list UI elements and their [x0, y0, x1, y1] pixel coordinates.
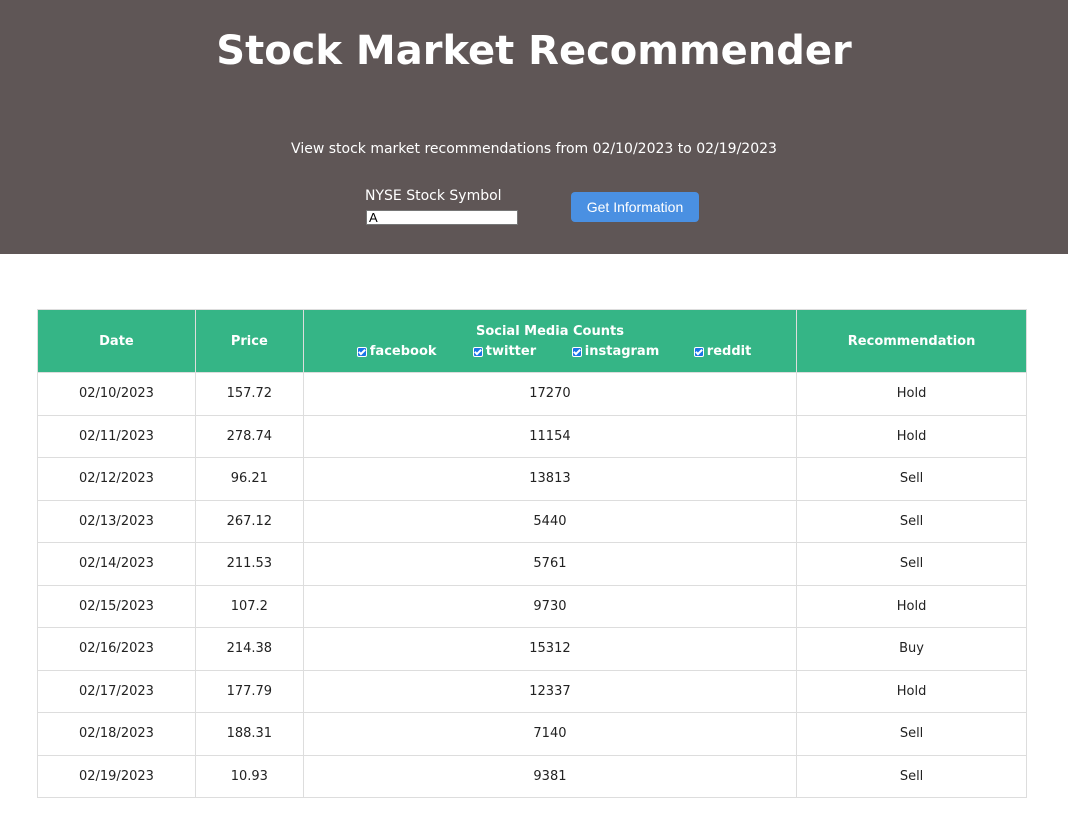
date-cell: 02/14/2023	[37, 542, 196, 586]
social-count-cell: 5440	[302, 499, 798, 543]
column-header-price: Price	[194, 309, 304, 373]
reddit-checkbox[interactable]	[693, 346, 704, 357]
table-row: 02/16/2023 214.38 15312 Buy	[37, 627, 1027, 671]
date-cell: 02/18/2023	[37, 712, 196, 756]
facebook-checkbox[interactable]	[356, 346, 367, 357]
social-count-cell: 12337	[302, 669, 798, 713]
price-cell: 214.38	[194, 627, 304, 671]
table-row: 02/19/2023 10.93 9381 Sell	[37, 754, 1027, 798]
price-cell: 211.53	[194, 542, 304, 586]
column-header-date: Date	[37, 309, 196, 373]
date-cell: 02/19/2023	[37, 754, 196, 798]
recommendation-cell: Sell	[796, 712, 1027, 756]
price-cell: 267.12	[194, 499, 304, 543]
stock-symbol-label: NYSE Stock Symbol	[365, 188, 502, 204]
stock-symbol-input[interactable]	[366, 210, 518, 225]
table-row: 02/13/2023 267.12 5440 Sell	[37, 499, 1027, 543]
table-row: 02/12/2023 96.21 13813 Sell	[37, 457, 1027, 501]
table-row: 02/17/2023 177.79 12337 Hold	[37, 669, 1027, 713]
price-cell: 278.74	[194, 414, 304, 458]
table-row: 02/10/2023 157.72 17270 Hold	[37, 372, 1027, 416]
page-title: Stock Market Recommender	[216, 28, 852, 74]
social-count-cell: 9730	[302, 584, 798, 628]
price-cell: 96.21	[194, 457, 304, 501]
recommendations-table: Date Price Social Media Counts facebook …	[37, 309, 1027, 798]
column-header-recommendation: Recommendation	[796, 309, 1027, 373]
social-count-cell: 9381	[302, 754, 798, 798]
reddit-filter[interactable]: reddit	[693, 344, 752, 359]
table-header-row: Date Price Social Media Counts facebook …	[37, 309, 1027, 373]
price-cell: 157.72	[194, 372, 304, 416]
date-cell: 02/17/2023	[37, 669, 196, 713]
instagram-filter[interactable]: instagram	[571, 344, 660, 359]
date-cell: 02/16/2023	[37, 627, 196, 671]
instagram-checkbox[interactable]	[571, 346, 582, 357]
instagram-label: instagram	[584, 344, 660, 359]
recommendation-cell: Hold	[796, 372, 1027, 416]
page-header: Stock Market Recommender View stock mark…	[0, 0, 1068, 254]
twitter-filter[interactable]: twitter	[472, 344, 537, 359]
table-row: 02/15/2023 107.2 9730 Hold	[37, 584, 1027, 628]
date-range-subtitle: View stock market recommendations from 0…	[291, 141, 777, 157]
price-cell: 188.31	[194, 712, 304, 756]
recommendation-cell: Sell	[796, 499, 1027, 543]
price-cell: 107.2	[194, 584, 304, 628]
social-count-cell: 5761	[302, 542, 798, 586]
price-cell: 177.79	[194, 669, 304, 713]
social-count-cell: 11154	[302, 414, 798, 458]
facebook-label: facebook	[369, 344, 437, 359]
recommendation-cell: Hold	[796, 584, 1027, 628]
recommendation-cell: Hold	[796, 414, 1027, 458]
recommendation-cell: Buy	[796, 627, 1027, 671]
twitter-label: twitter	[485, 344, 537, 359]
twitter-checkbox[interactable]	[472, 346, 483, 357]
social-count-cell: 13813	[302, 457, 798, 501]
recommendation-cell: Sell	[796, 754, 1027, 798]
column-header-social-media: Social Media Counts facebook twitter ins…	[302, 309, 798, 373]
table-row: 02/14/2023 211.53 5761 Sell	[37, 542, 1027, 586]
reddit-label: reddit	[706, 344, 752, 359]
facebook-filter[interactable]: facebook	[356, 344, 437, 359]
date-cell: 02/10/2023	[37, 372, 196, 416]
recommendation-cell: Hold	[796, 669, 1027, 713]
table-row: 02/18/2023 188.31 7140 Sell	[37, 712, 1027, 756]
date-cell: 02/11/2023	[37, 414, 196, 458]
social-media-counts-title: Social Media Counts	[475, 324, 624, 339]
date-cell: 02/12/2023	[37, 457, 196, 501]
recommendation-cell: Sell	[796, 457, 1027, 501]
price-cell: 10.93	[194, 754, 304, 798]
date-cell: 02/15/2023	[37, 584, 196, 628]
social-count-cell: 15312	[302, 627, 798, 671]
social-count-cell: 7140	[302, 712, 798, 756]
date-cell: 02/13/2023	[37, 499, 196, 543]
get-information-button[interactable]: Get Information	[571, 192, 699, 222]
social-count-cell: 17270	[302, 372, 798, 416]
recommendation-cell: Sell	[796, 542, 1027, 586]
table-row: 02/11/2023 278.74 11154 Hold	[37, 414, 1027, 458]
